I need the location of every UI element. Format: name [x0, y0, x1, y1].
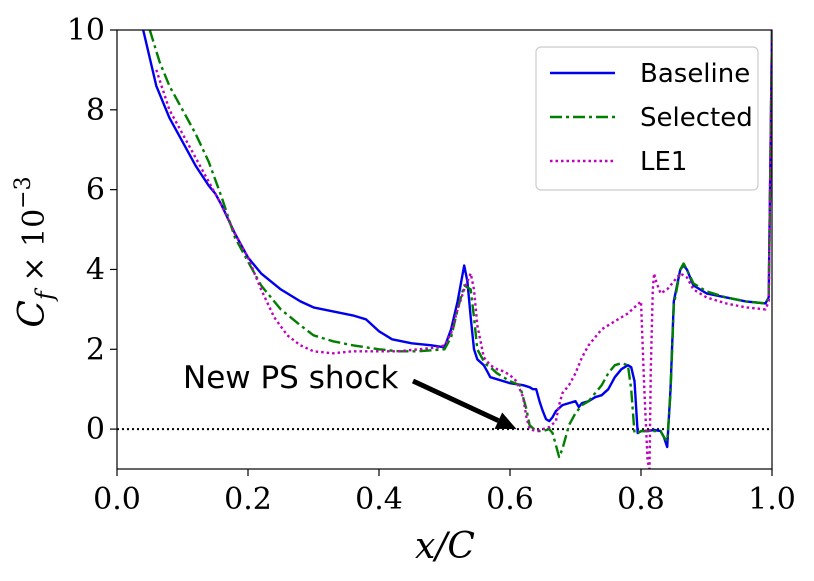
plot-area — [117, 30, 772, 469]
x-tick-label: 0.6 — [486, 482, 534, 517]
legend-label-baseline: Baseline — [640, 59, 750, 89]
legend: Baseline Selected LE1 — [535, 46, 759, 191]
annotation: New PS shock — [183, 360, 517, 430]
series-line-selected — [148, 30, 772, 459]
x-tick-label: 0.8 — [617, 482, 665, 517]
legend-label-le1: LE1 — [640, 147, 687, 177]
x-axis-label: x/C — [415, 526, 475, 567]
legend-items: Baseline Selected LE1 — [550, 59, 753, 177]
series-layer — [142, 30, 772, 469]
plot-frame — [116, 29, 773, 470]
axis-ticks: 0.0 0.2 0.4 0.6 0.8 1.0 0 2 4 6 8 10 — [67, 13, 796, 517]
series-line-le1 — [155, 30, 772, 469]
legend-label-selected: Selected — [640, 103, 753, 133]
annotation-text: New PS shock — [183, 360, 399, 396]
legend-box — [535, 46, 759, 191]
series-line-baseline — [142, 30, 772, 449]
y-tick-label: 4 — [86, 252, 105, 287]
y-tick-label: 6 — [86, 173, 105, 208]
y-tick-label: 8 — [86, 93, 105, 128]
x-tick-label: 0.4 — [355, 482, 403, 517]
x-tick-label: 1.0 — [748, 482, 796, 517]
svg-text:Cf × 10−3: Cf × 10−3 — [11, 176, 59, 327]
y-axis-label: Cf × 10−3 — [11, 176, 59, 327]
y-tick-label: 2 — [86, 332, 105, 367]
annotation-arrow-head — [494, 412, 517, 430]
y-tick-label: 10 — [67, 13, 105, 48]
x-tick-label: 0.2 — [224, 482, 272, 517]
annotation-arrow-line — [411, 378, 500, 423]
x-tick-label: 0.0 — [93, 482, 141, 517]
y-tick-label: 0 — [86, 412, 105, 447]
